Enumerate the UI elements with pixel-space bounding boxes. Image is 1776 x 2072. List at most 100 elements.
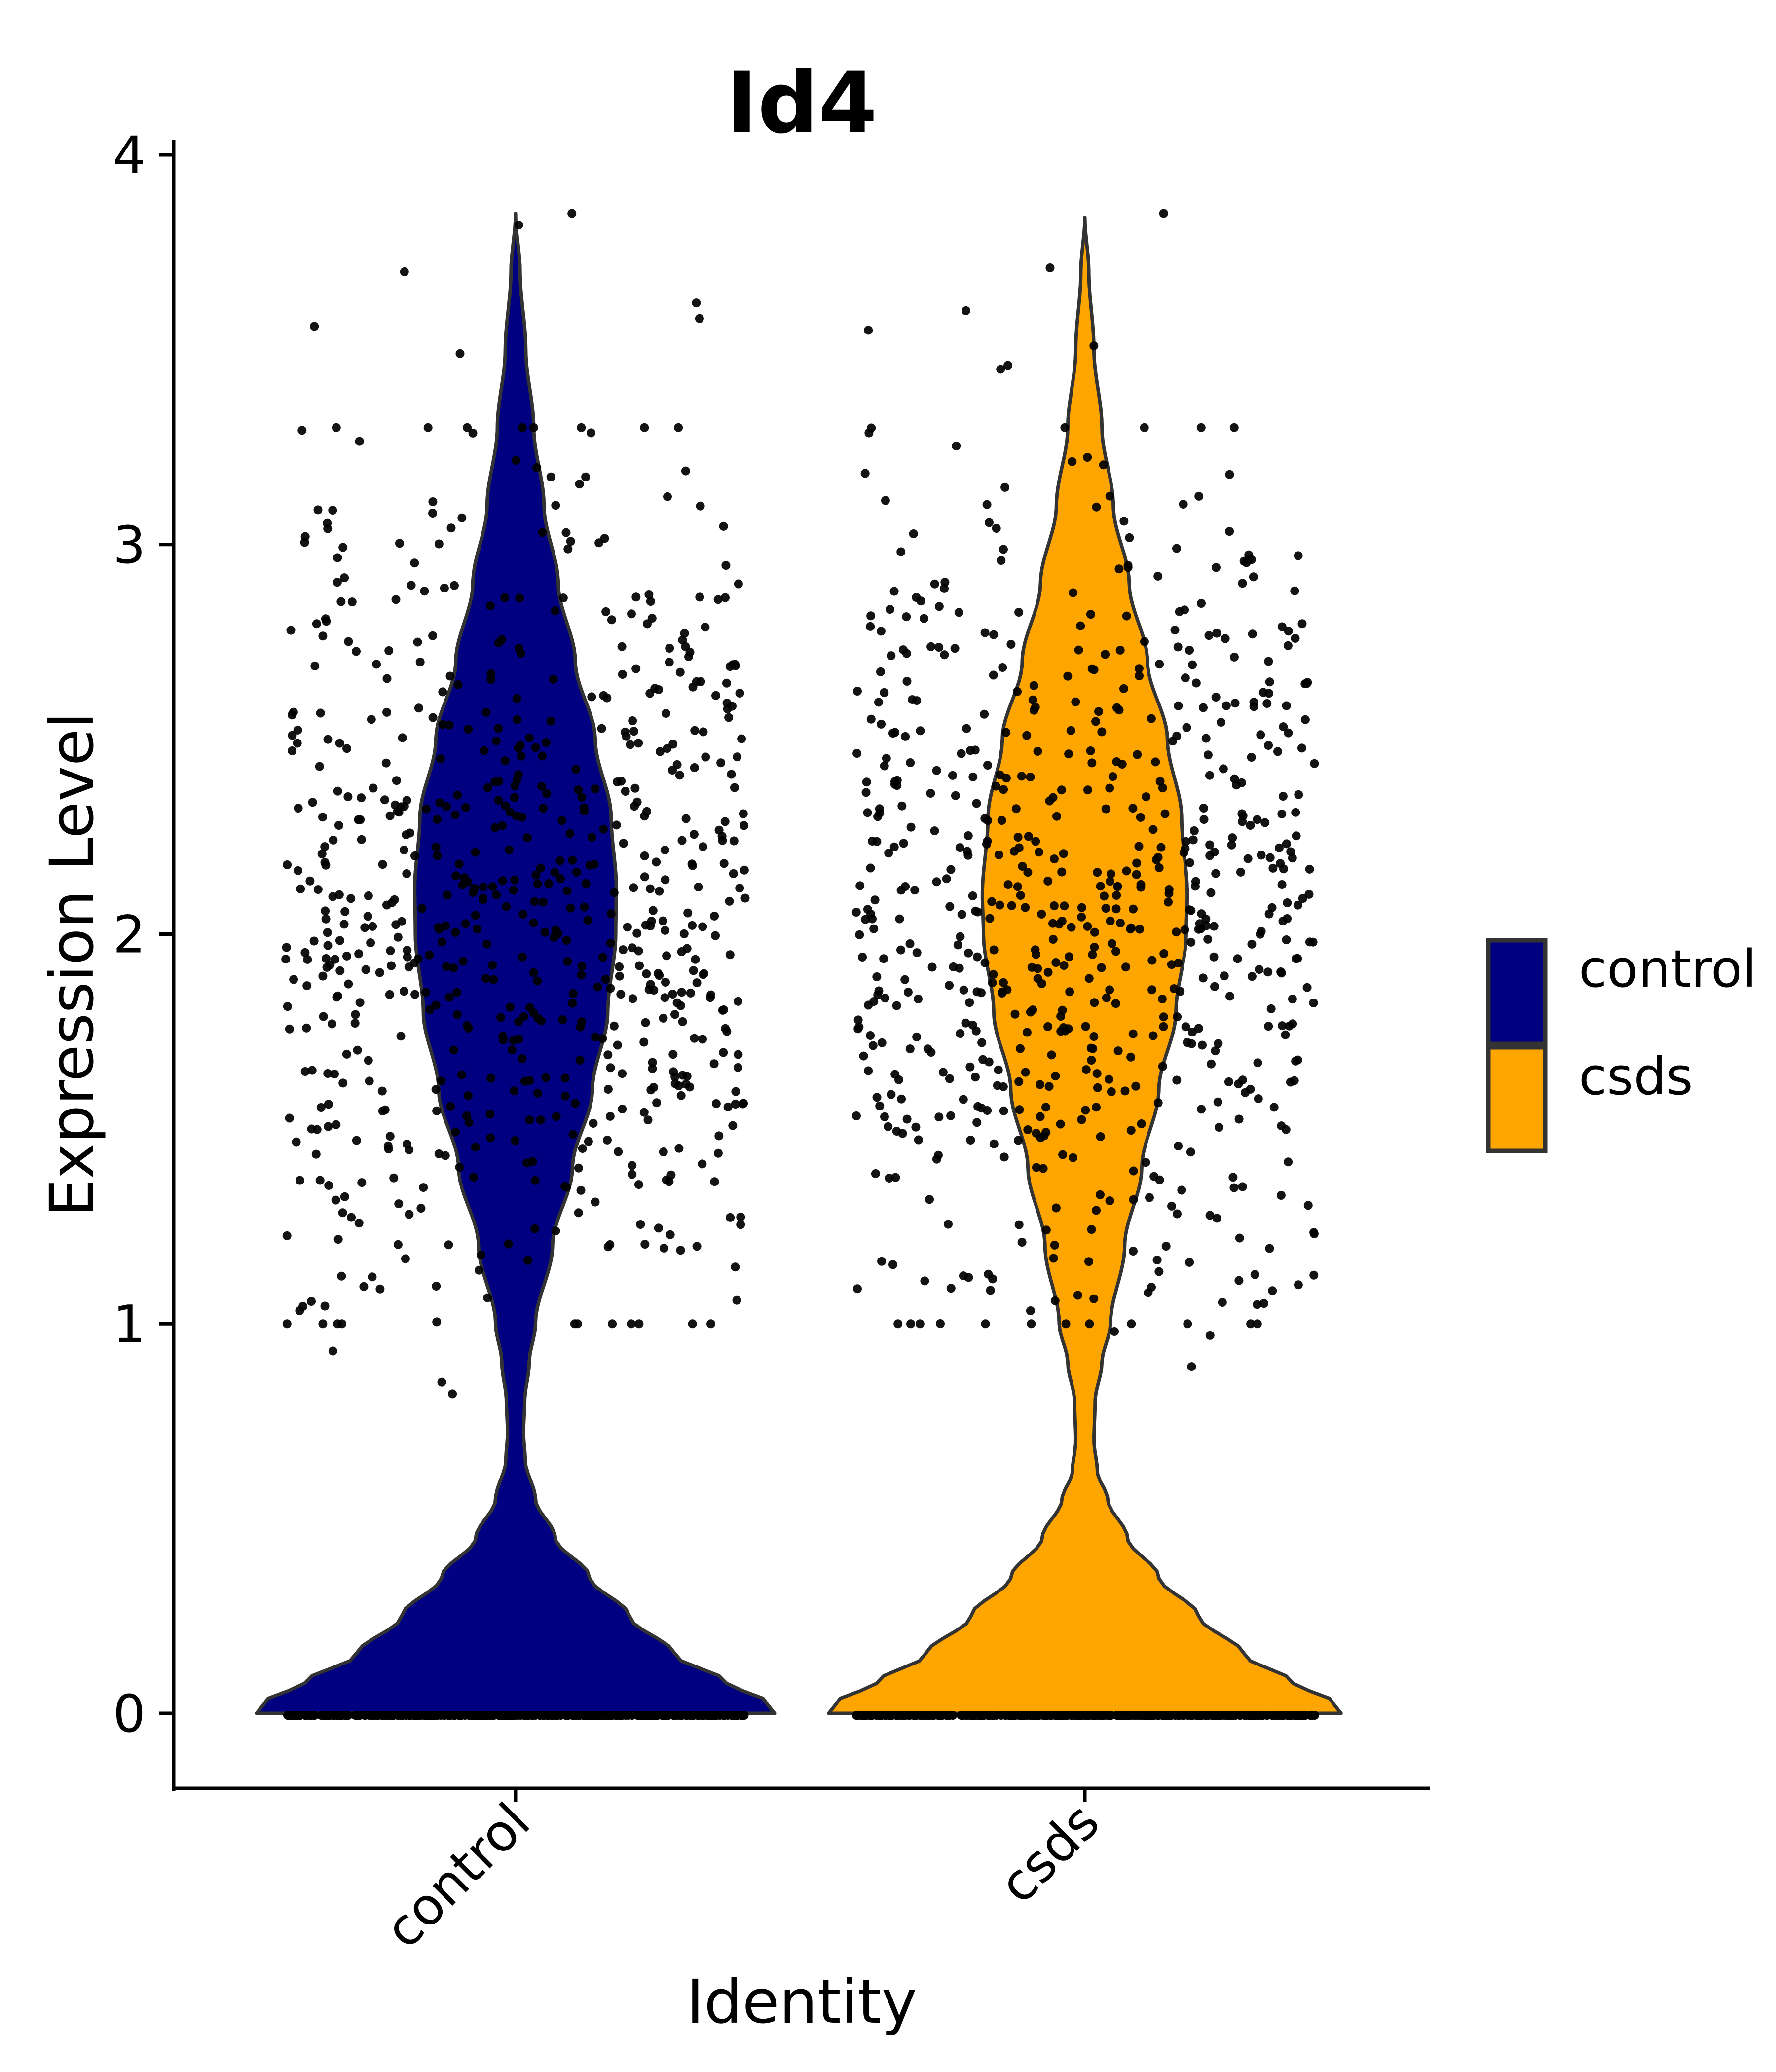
point-control [343,1711,353,1720]
point-control [352,647,361,656]
point-control [461,803,470,812]
point-csds [1031,945,1040,955]
point-control [593,982,602,992]
point-control [542,789,552,798]
point-csds [1168,737,1178,746]
point-csds [1211,869,1221,878]
point-csds [946,1111,956,1120]
legend: control csds [1486,938,1757,1153]
point-csds [864,326,873,335]
point-csds [1014,1077,1024,1086]
point-control [726,1213,735,1222]
point-csds [1214,1123,1223,1132]
point-csds [989,1139,999,1148]
point-control [713,1148,723,1158]
point-csds [1001,728,1011,737]
point-control [632,797,642,807]
point-csds [1022,1028,1032,1037]
point-control [580,807,589,816]
point-csds [1113,882,1122,891]
point-control [538,897,548,907]
point-control [323,518,332,528]
point-csds [874,986,884,996]
point-csds [1167,960,1176,969]
point-control [365,1076,374,1086]
point-control [283,860,292,869]
point-csds [1015,1105,1024,1114]
point-csds [1198,1040,1207,1050]
point-control [601,607,611,616]
legend-key-csds [1486,1045,1548,1153]
point-control [321,906,330,916]
point-control [679,929,689,938]
point-control [320,842,330,851]
point-control [403,952,412,962]
point-control [395,539,404,548]
point-csds [935,1711,945,1720]
point-control [500,593,510,602]
point-control [396,802,406,812]
point-csds [934,602,944,611]
point-csds [1092,502,1101,512]
point-control [355,437,364,446]
point-control [562,887,572,895]
point-control [681,814,691,823]
point-csds [1215,1711,1224,1720]
point-csds [1032,1129,1041,1138]
point-control [711,1099,721,1108]
point-csds [866,1031,875,1040]
point-csds [980,628,990,637]
point-control [645,884,655,893]
point-csds [880,994,889,1003]
point-control [331,1195,340,1205]
point-csds [953,940,962,950]
point-csds [1201,734,1211,743]
point-control [680,629,689,638]
point-control [627,609,636,619]
point-control [311,1149,321,1159]
point-control [706,1319,715,1329]
point-csds [1288,995,1297,1004]
point-csds [854,1022,864,1032]
point-csds [1309,1229,1319,1239]
point-csds [1141,1158,1150,1167]
point-control [591,784,600,794]
point-control [359,1282,369,1291]
point-csds [1227,840,1236,850]
point-csds [1253,1319,1262,1329]
point-control [386,946,395,956]
point-csds [1277,622,1287,631]
point-control [334,890,344,899]
point-control [718,836,727,845]
point-control [369,783,378,793]
point-control [574,1208,583,1218]
point-control [476,1250,485,1259]
point-control [336,597,346,606]
point-csds [1199,703,1208,712]
point-csds [1030,1711,1039,1720]
point-control [458,880,467,889]
point-csds [882,754,891,763]
point-control [497,635,507,644]
point-csds [1265,677,1274,687]
point-csds [954,608,963,617]
point-csds [876,627,886,636]
point-csds [920,1276,929,1286]
point-csds [1279,864,1288,874]
point-control [400,987,408,996]
point-control [603,1135,612,1145]
point-csds [901,732,910,741]
point-control [571,1711,580,1720]
point-control [482,939,492,949]
point-csds [1147,1711,1155,1720]
point-csds [1051,958,1061,967]
point-csds [1083,922,1092,931]
point-csds [1207,1059,1216,1069]
point-csds [1123,1711,1133,1720]
point-csds [1122,611,1131,621]
point-csds [902,677,912,686]
point-control [571,1099,580,1108]
point-csds [996,365,1005,374]
point-control [619,839,628,848]
point-control [419,1711,429,1720]
